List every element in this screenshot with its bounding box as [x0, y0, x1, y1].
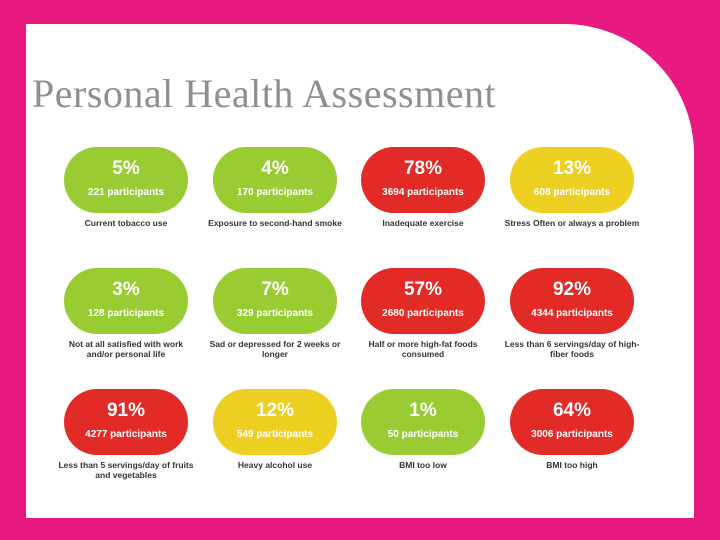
stat-percent: 78% — [403, 158, 443, 179]
stat-pill: 91% 4277 participants — [64, 389, 188, 455]
stat-pill: 13% 608 participants — [510, 147, 634, 213]
stat-label: Inadequate exercise — [382, 218, 464, 228]
stat-participants: 4344 participants — [531, 308, 613, 319]
stat-label: Current tobacco use — [84, 218, 168, 228]
stat-percent: 12% — [255, 400, 295, 421]
stat-percent: 57% — [403, 279, 443, 300]
stat-pill: 1% 50 participants — [361, 389, 485, 455]
stat-pill: 92% 4344 participants — [510, 268, 634, 334]
stat-label: BMI too low — [399, 460, 447, 470]
stat-card-fruits-vegetables: 91% 4277 participants Less than 5 servin… — [58, 389, 194, 480]
stat-pill: 7% 329 participants — [213, 268, 337, 334]
stat-percent: 91% — [106, 400, 146, 421]
stat-card-tobacco: 5% 221 participants Current tobacco use — [64, 147, 190, 228]
stat-card-stress: 13% 608 participants Stress Often or alw… — [505, 147, 639, 228]
stat-card-alcohol: 12% 549 participants Heavy alcohol use — [213, 389, 339, 470]
stat-label: Sad or depressed for 2 weeks or longer — [209, 339, 341, 359]
stat-percent: 13% — [552, 158, 592, 179]
stat-percent: 5% — [112, 158, 140, 179]
stat-percent: 92% — [552, 279, 592, 300]
stat-participants: 3006 participants — [531, 429, 613, 440]
stat-label: Not at all satisfied with work and/or pe… — [68, 339, 184, 359]
stat-label: Less than 6 servings/day of high-fiber f… — [504, 339, 640, 359]
stat-pill: 12% 549 participants — [213, 389, 337, 455]
stat-card-bmi-low: 1% 50 participants BMI too low — [361, 389, 487, 470]
stat-card-second-hand-smoke: 4% 170 participants Exposure to second-h… — [208, 147, 342, 228]
stat-pill: 4% 170 participants — [213, 147, 337, 213]
stat-participants: 3694 participants — [382, 187, 464, 198]
stat-label: Less than 5 servings/day of fruits and v… — [58, 460, 194, 480]
stat-pill: 64% 3006 participants — [510, 389, 634, 455]
stat-label: BMI too high — [546, 460, 598, 470]
stat-pill: 3% 128 participants — [64, 268, 188, 334]
stat-label: Exposure to second-hand smoke — [208, 218, 342, 228]
stat-card-depression: 7% 329 participants Sad or depressed for… — [210, 268, 340, 359]
stat-percent: 1% — [409, 400, 437, 421]
stat-participants: 221 participants — [87, 187, 165, 198]
stat-participants: 4277 participants — [85, 429, 167, 440]
stat-label: Heavy alcohol use — [237, 460, 313, 470]
stat-percent: 3% — [112, 279, 140, 300]
stat-participants: 549 participants — [236, 429, 314, 440]
stat-participants: 50 participants — [387, 429, 459, 440]
stat-card-bmi-high: 64% 3006 participants BMI too high — [510, 389, 636, 470]
stat-pill: 5% 221 participants — [64, 147, 188, 213]
stat-participants: 170 participants — [236, 187, 314, 198]
stat-participants: 329 participants — [236, 308, 314, 319]
stat-pill: 78% 3694 participants — [361, 147, 485, 213]
stat-card-high-fiber: 92% 4344 participants Less than 6 servin… — [505, 268, 639, 359]
stat-percent: 4% — [261, 158, 289, 179]
stat-card-satisfaction: 3% 128 participants Not at all satisfied… — [64, 268, 190, 359]
stat-participants: 128 participants — [87, 308, 165, 319]
page-title: Personal Health Assessment — [32, 71, 497, 116]
stat-pill: 57% 2680 participants — [361, 268, 485, 334]
stat-card-exercise: 78% 3694 participants Inadequate exercis… — [361, 147, 487, 228]
stat-percent: 64% — [552, 400, 592, 421]
stat-card-high-fat: 57% 2680 participants Half or more high-… — [361, 268, 487, 359]
stat-label: Half or more high-fat foods consumed — [368, 339, 478, 359]
stat-participants: 2680 participants — [382, 308, 464, 319]
stat-participants: 608 participants — [533, 187, 611, 198]
stat-percent: 7% — [261, 279, 289, 300]
stat-label: Stress Often or always a problem — [504, 218, 640, 228]
